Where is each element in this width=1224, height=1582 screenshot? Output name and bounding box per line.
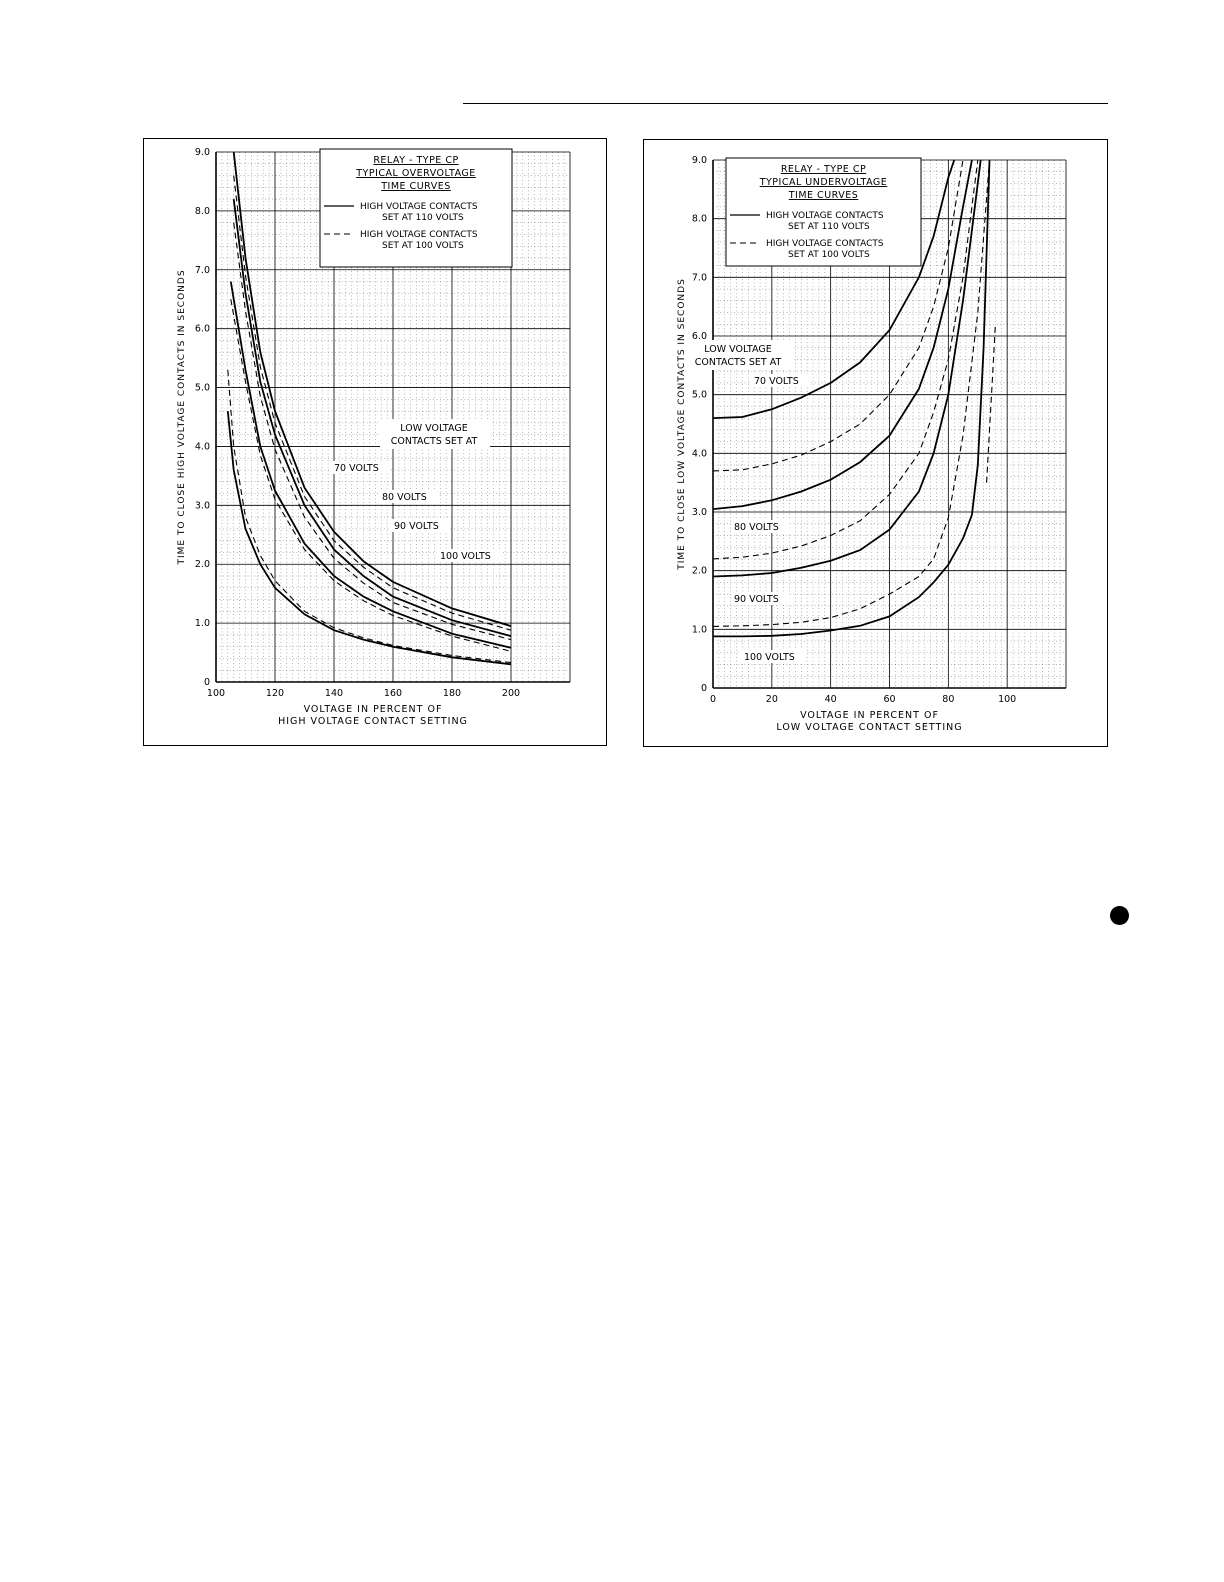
series-line-100-volts-solid [226,411,512,666]
y-axis-label: TIME TO CLOSE HIGH VOLTAGE CONTACTS IN S… [177,269,187,565]
group-label-line: CONTACTS SET AT [391,436,478,447]
y-tick-label: 7.0 [692,272,707,283]
series-line-70-volts-solid [712,159,956,419]
x-tick-label: 140 [325,688,343,699]
series-label-100-volts: 100 VOLTS [440,551,491,562]
group-label-bg [684,340,794,370]
series-line-70-volts-dashed [233,175,512,631]
series-line-100-volts-dashed [227,369,512,664]
chart-title-line: TYPICAL OVERVOLTAGE [355,168,476,179]
x-tick-label: 100 [207,688,225,699]
series-label-bg [731,520,790,533]
x-tick-label: 80 [942,694,954,705]
chart-title-line: TIME CURVES [788,190,859,201]
series-label-80-volts: 80 VOLTS [382,492,427,503]
x-axis-label: VOLTAGE IN PERCENT OF [800,710,939,721]
y-tick-label: 4.0 [195,441,210,452]
overvoltage-chart-panel: 100 120 140 160 180 200 0 1.0 2.0 3.0 4.0 5.0 6.0 7.0… [143,138,607,746]
series-line-90-volts-solid [229,281,512,649]
chart-title-line: RELAY - TYPE CP [781,164,866,175]
x-axis-label: VOLTAGE IN PERCENT OF [304,704,443,715]
y-axis-label: TIME TO CLOSE LOW VOLTAGE CONTACTS IN SE… [677,278,687,571]
series-label-80-volts: 80 VOLTS [734,522,779,533]
y-tick-label: 0 [204,677,210,688]
legend-dashed-label: SET AT 100 VOLTS [788,250,870,260]
y-tick-label: 1.0 [692,624,707,635]
y-tick-label: 1.0 [195,618,210,629]
series-label-bg [437,549,503,562]
x-tick-label: 0 [710,694,716,705]
y-tick-label: 2.0 [195,559,210,570]
series-line-90-volts-dashed [712,159,991,627]
series-line-100-volts-dashed [986,324,996,483]
overvoltage-chart: 100 120 140 160 180 200 0 1.0 2.0 3.0 4.0 5.0 6.0 7.0… [177,147,571,727]
series-line-80-volts-dashed [712,159,979,560]
x-tick-label: 160 [384,688,402,699]
legend-solid-label: HIGH VOLTAGE CONTACTS [360,202,478,212]
x-axis-label: HIGH VOLTAGE CONTACT SETTING [278,716,468,727]
y-tick-label: 9.0 [195,147,210,158]
chart-title-line: TIME CURVES [380,181,451,192]
legend-solid-label: SET AT 110 VOLTS [382,213,464,223]
x-tick-label: 200 [502,688,520,699]
series-label-bg [731,592,790,605]
legend-solid-label: HIGH VOLTAGE CONTACTS [766,211,884,221]
series-label-bg [751,374,810,387]
series-label-90-volts: 90 VOLTS [734,594,779,605]
series-line-80-volts-solid [712,159,973,510]
x-tick-label: 20 [766,694,778,705]
y-tick-label: 7.0 [195,265,210,276]
y-tick-label: 3.0 [195,500,210,511]
x-tick-label: 120 [266,688,284,699]
series-label-70-volts: 70 VOLTS [334,463,379,474]
series-line-90-volts-dashed [230,299,512,652]
legend-dashed-label: HIGH VOLTAGE CONTACTS [766,239,884,249]
series-line-80-volts-solid [232,198,512,637]
y-tick-label: 6.0 [195,324,210,335]
page-marker-dot [1110,906,1129,925]
series-line-100-volts-solid [713,159,991,638]
series-label-bg [331,461,390,474]
undervoltage-chart-panel: 0 20 40 60 80 100 0 1.0 2.0 3.0 4.0 5.0 6.0 7.0 8.0 9.0… [643,139,1108,747]
y-tick-label: 8.0 [195,206,210,217]
x-axis-label: LOW VOLTAGE CONTACT SETTING [776,722,962,733]
chart-title-line: RELAY - TYPE CP [373,155,458,166]
x-tick-label: 180 [443,688,461,699]
legend-box [319,148,513,268]
series-label-bg [379,490,438,503]
y-tick-label: 9.0 [692,155,707,166]
y-tick-label: 0 [701,683,707,694]
undervoltage-chart: 0 20 40 60 80 100 0 1.0 2.0 3.0 4.0 5.0 6.0 7.0 8.0 9.0… [677,155,1067,733]
y-tick-label: 5.0 [692,390,707,401]
legend-solid-label: SET AT 110 VOLTS [788,222,870,232]
y-tick-label: 5.0 [195,383,210,394]
x-tick-label: 40 [825,694,837,705]
series-label-70-volts: 70 VOLTS [754,376,799,387]
y-tick-label: 6.0 [692,331,707,342]
group-label-line: LOW VOLTAGE [704,344,771,355]
series-label-90-volts: 90 VOLTS [394,521,439,532]
legend-box [725,157,922,267]
legend-dashed-label: HIGH VOLTAGE CONTACTS [360,230,478,240]
group-label-bg [380,419,490,449]
legend-dashed-label: SET AT 100 VOLTS [382,241,464,251]
series-line-80-volts-dashed [233,222,512,641]
group-label-line: CONTACTS SET AT [695,357,782,368]
series-label-100-volts: 100 VOLTS [744,652,795,663]
y-tick-label: 3.0 [692,507,707,518]
series-line-70-volts-solid [232,151,512,627]
series-label-bg [391,519,450,532]
chart-title-line: TYPICAL UNDERVOLTAGE [759,177,888,188]
y-tick-label: 8.0 [692,214,707,225]
x-tick-label: 60 [883,694,895,705]
y-tick-label: 4.0 [692,448,707,459]
y-tick-label: 2.0 [692,566,707,577]
series-line-90-volts-solid [712,159,982,578]
header-rule [463,103,1108,104]
x-tick-label: 100 [998,694,1016,705]
series-label-bg [741,650,807,663]
group-label-line: LOW VOLTAGE [400,423,467,434]
